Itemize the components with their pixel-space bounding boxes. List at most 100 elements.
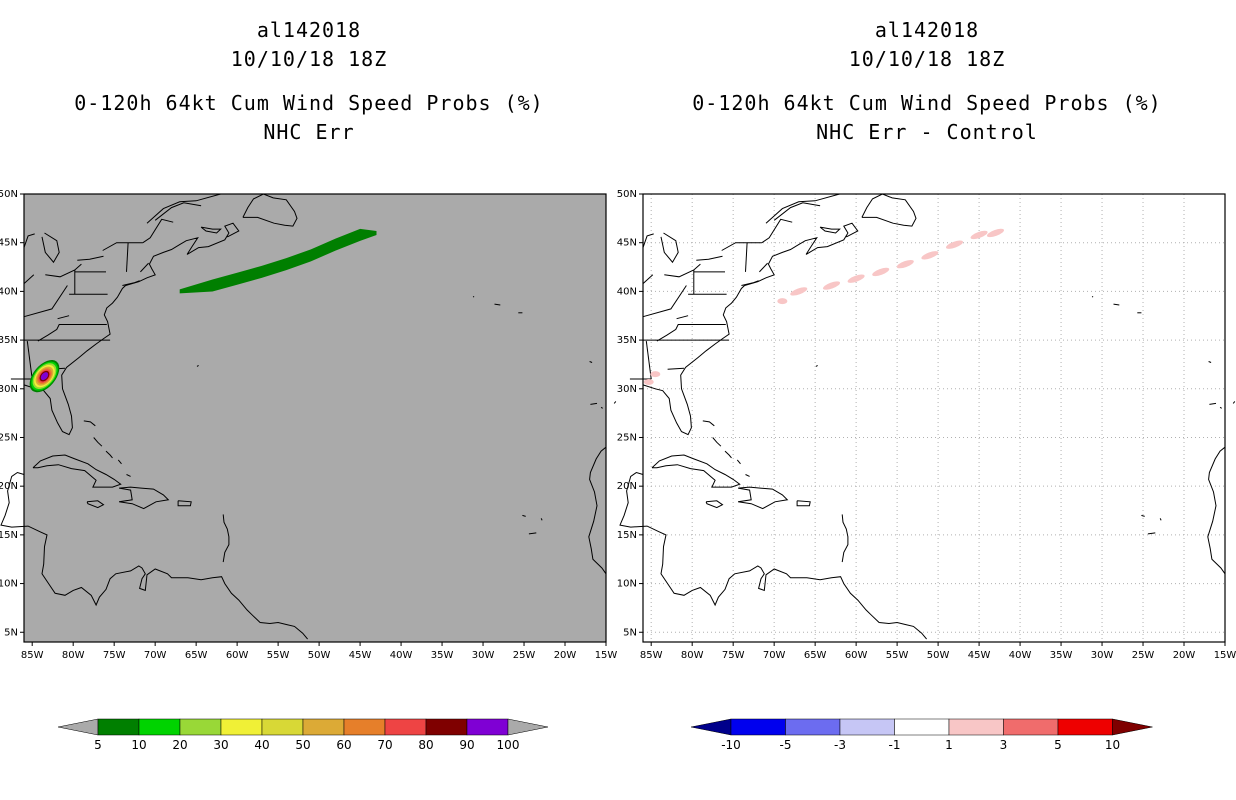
coastline-segment (23, 274, 35, 284)
lon-tick-label: 60W (226, 650, 249, 661)
right-datetime: 10/10/18 18Z (848, 47, 1006, 71)
coastline-segment (761, 218, 793, 244)
colorbar-segment (730, 718, 786, 736)
coastline-segment (57, 315, 70, 320)
difference-patch (847, 274, 865, 283)
coastline-segment (759, 262, 768, 273)
coastline-segment (528, 532, 537, 535)
coastline-segment (702, 420, 715, 427)
coastline-segment (773, 202, 821, 221)
coastline-segment (600, 406, 603, 409)
coastline-segment (819, 226, 841, 234)
colorbar-label: 60 (336, 738, 351, 752)
coastline-segment (140, 262, 149, 273)
colorbar-segment (302, 718, 345, 736)
coastline-segment (696, 255, 723, 261)
colorbar-segment (894, 718, 950, 736)
lat-tick-label: 10N (617, 579, 637, 590)
lon-tick-label: 35W (431, 650, 454, 661)
coastline-segment (93, 437, 103, 447)
coastline-segment (645, 341, 652, 380)
right-subtitle: NHC Err - Control (816, 120, 1038, 144)
coastline-segment (1219, 406, 1222, 409)
lon-tick-label: 85W (640, 650, 663, 661)
colorbar-over-triangle (1112, 718, 1153, 736)
probability-swath-ne (179, 228, 377, 294)
coastline-segment (656, 324, 726, 342)
coastline-segment (122, 280, 140, 286)
left-panel: al142018 10/10/18 18Z 0-120h 64kt Cum Wi… (74, 18, 542, 144)
colorbar-segment (97, 718, 140, 736)
coastline-segment (142, 218, 174, 244)
right-axis-labels: 85W 80W 75W 70W 65W 60W 55W 50W 45W 40W 35W 30W 25W 2… (617, 189, 1236, 661)
lon-tick-label: 65W (185, 650, 208, 661)
coastline-segment (1091, 295, 1094, 298)
coastline-segment (815, 364, 818, 367)
colorbar-label: 10 (131, 738, 146, 752)
coastline-segment (660, 232, 679, 264)
right-product-title: 0-120h 64kt Cum Wind Speed Probs (%) (692, 91, 1162, 115)
lat-tick-label: 15N (617, 530, 637, 541)
lat-tick-label: 30N (0, 384, 18, 395)
lon-tick-label: 50W (308, 650, 331, 661)
colorbar-label: -1 (889, 738, 901, 752)
difference-patch (643, 378, 654, 385)
difference-patch (896, 259, 914, 269)
coastline-segment (177, 500, 192, 507)
coastline-segment (200, 226, 222, 234)
right-colorbar: -10 -5 -3 -1 1 3 5 10 (690, 718, 1153, 752)
coastline-segment (222, 514, 230, 563)
colorbar-label: 10 (1105, 738, 1120, 752)
lat-tick-label: 20N (617, 481, 637, 492)
coastline-segment (642, 285, 687, 318)
colorbar-segment (839, 718, 895, 736)
right-map-frame (642, 193, 1226, 643)
left-colorbar: 5 10 20 30 40 50 60 70 80 90 100 (57, 718, 549, 752)
lat-tick-label: 40N (617, 286, 637, 297)
coastline-segment (1209, 402, 1217, 405)
colorbar-segment (138, 718, 181, 736)
coastline-segment (712, 437, 722, 447)
lat-tick-label: 25N (617, 432, 637, 443)
lon-tick-label: 20W (554, 650, 577, 661)
right-storm-id: al142018 (874, 18, 980, 42)
lon-tick-label: 65W (804, 650, 827, 661)
difference-patch (872, 267, 890, 277)
lon-tick-label: 40W (390, 650, 413, 661)
colorbar-label: 100 (497, 738, 520, 752)
lat-tick-label: 45N (0, 238, 18, 249)
coastline-segment (37, 324, 107, 342)
lat-tick-label: 50N (617, 189, 637, 200)
coastline-segment (126, 242, 129, 272)
lat-tick-label: 20N (0, 481, 18, 492)
colorbar-segment (179, 718, 222, 736)
colorbar-segment (220, 718, 263, 736)
difference-patch (823, 281, 841, 290)
lon-tick-label: 50W (927, 650, 950, 661)
colorbar-label: 90 (459, 738, 474, 752)
right-difference-shading (643, 228, 1004, 385)
lat-tick-label: 15N (0, 530, 18, 541)
coastline-segment (119, 486, 170, 510)
coastline-segment (1207, 446, 1226, 575)
coastline-segment (642, 233, 654, 248)
coastline-segment (77, 255, 104, 261)
coastline-segment (613, 401, 617, 404)
coastline-segment (745, 242, 748, 272)
colorbar-segment (1057, 718, 1113, 736)
coastline-segment (242, 193, 298, 227)
coastline-segment (738, 486, 789, 510)
colorbar-label: -3 (834, 738, 846, 752)
colorbar-segment (384, 718, 427, 736)
left-map-background (24, 194, 606, 642)
lon-tick-label: 35W (1050, 650, 1073, 661)
colorbar-label: 80 (418, 738, 433, 752)
difference-patch (790, 287, 808, 296)
coastline-segment (651, 454, 741, 488)
coastline-segment (41, 232, 60, 264)
lat-tick-label: 50N (0, 189, 18, 200)
coastline-segment (745, 474, 750, 477)
colorbar-segment (425, 718, 468, 736)
colorbar-label: 3 (1000, 738, 1008, 752)
